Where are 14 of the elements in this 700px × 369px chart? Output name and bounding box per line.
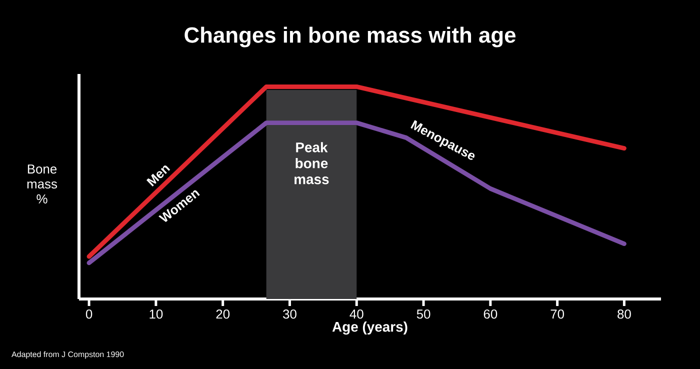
x-tick-label: 60: [484, 309, 498, 319]
x-tick-label: 30: [283, 309, 296, 319]
x-tick-label: 50: [416, 309, 430, 319]
y-axis-title: Bone mass %: [27, 164, 58, 204]
x-tick-label: 0: [86, 309, 92, 319]
chart-title: Changes in bone mass with age: [184, 26, 516, 48]
x-tick-label: 80: [618, 309, 631, 319]
x-tick-label: 70: [550, 309, 564, 319]
x-tick-label: 20: [216, 309, 230, 319]
x-axis-title: Age (years): [332, 322, 408, 335]
x-tick-label: 10: [150, 309, 163, 319]
band-label: Peak bone mass: [294, 142, 329, 184]
text: Men: [146, 166, 170, 186]
x-tick-label: 40: [350, 309, 364, 319]
